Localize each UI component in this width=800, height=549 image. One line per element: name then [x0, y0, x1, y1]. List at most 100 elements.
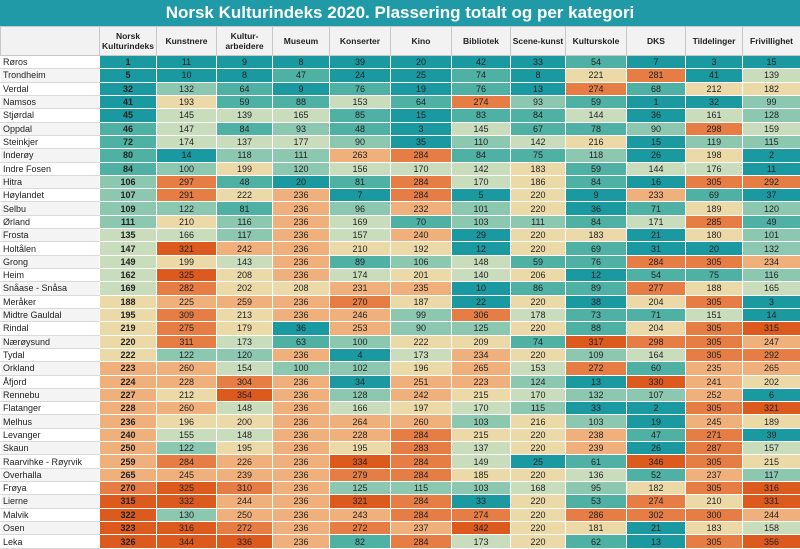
category-rank-cell: 220: [510, 347, 566, 363]
municipality-name: Røros: [0, 54, 100, 70]
category-rank-cell: 132: [565, 387, 627, 403]
category-rank-cell: 183: [510, 161, 566, 176]
category-rank-cell: 47: [272, 68, 330, 83]
category-rank-cell: 137: [216, 134, 273, 150]
category-rank-cell: 202: [216, 281, 273, 296]
category-rank-cell: 311: [156, 334, 217, 349]
category-rank-cell: 60: [626, 361, 686, 376]
category-rank-cell: 101: [742, 228, 800, 243]
category-rank-cell: 235: [390, 281, 452, 296]
category-rank-cell: 100: [156, 161, 217, 176]
municipality-name: Malvik: [0, 507, 100, 522]
table-row: Lierne 315 332 244 236 321 284 33 220 53 274 210 331: [0, 494, 800, 509]
category-rank-cell: 220: [510, 520, 566, 536]
category-rank-cell: 5: [451, 188, 511, 203]
category-rank-cell: 330: [626, 374, 686, 389]
category-rank-cell: 183: [685, 520, 743, 536]
category-rank-cell: 165: [272, 108, 330, 123]
category-rank-cell: 12: [565, 267, 627, 283]
category-rank-cell: 26: [626, 148, 686, 163]
category-rank-cell: 302: [626, 507, 686, 522]
category-rank-cell: 182: [626, 480, 686, 496]
category-rank-cell: 159: [742, 121, 800, 136]
category-rank-cell: 170: [390, 161, 452, 176]
category-rank-cell: 232: [390, 201, 452, 216]
category-rank-cell: 13: [626, 534, 686, 549]
category-rank-cell: 25: [510, 454, 566, 469]
category-rank-cell: 36: [565, 201, 627, 216]
column-header: Frivillighet: [742, 26, 800, 56]
category-rank-cell: 41: [685, 68, 743, 83]
category-rank-cell: 3: [685, 54, 743, 70]
category-rank-cell: 275: [156, 321, 217, 336]
category-rank-cell: 103: [451, 414, 511, 429]
category-rank-cell: 240: [390, 228, 452, 243]
category-rank-cell: 151: [685, 307, 743, 323]
column-header: Konserter: [329, 26, 391, 56]
category-rank-cell: 69: [565, 241, 627, 256]
category-rank-cell: 53: [565, 494, 627, 509]
category-rank-cell: 245: [156, 467, 217, 483]
category-rank-cell: 195: [216, 441, 273, 456]
category-rank-cell: 185: [451, 467, 511, 483]
category-rank-cell: 220: [510, 441, 566, 456]
total-rank-cell: 250: [99, 441, 157, 456]
municipality-name: Skaun: [0, 441, 100, 456]
category-rank-cell: 197: [390, 401, 452, 416]
municipality-name: Frosta: [0, 228, 100, 243]
category-rank-cell: 265: [742, 361, 800, 376]
category-rank-cell: 148: [451, 254, 511, 270]
category-rank-cell: 283: [390, 441, 452, 456]
category-rank-cell: 210: [685, 494, 743, 509]
table-row: Rennebu 227 212 354 236 128 242 215 170 132 107 252…: [0, 387, 800, 403]
category-rank-cell: 90: [390, 321, 452, 336]
category-rank-cell: 76: [329, 81, 391, 96]
category-rank-cell: 132: [742, 241, 800, 256]
category-rank-cell: 29: [451, 228, 511, 243]
category-rank-cell: 4: [329, 347, 391, 363]
category-rank-cell: 317: [565, 334, 627, 349]
column-header: Bibliotek: [451, 26, 511, 56]
category-rank-cell: 236: [272, 454, 330, 469]
category-rank-cell: 220: [510, 427, 566, 443]
category-rank-cell: 182: [742, 81, 800, 96]
category-rank-cell: 33: [510, 54, 566, 70]
category-rank-cell: 107: [626, 387, 686, 403]
category-rank-cell: 344: [156, 534, 217, 549]
category-rank-cell: 103: [565, 414, 627, 429]
category-rank-cell: 188: [685, 281, 743, 296]
table-row: Nærøysund 220 311 173 63 100 222 209 74 317 298 305…: [0, 334, 800, 349]
category-rank-cell: 155: [156, 427, 217, 443]
category-rank-cell: 284: [390, 467, 452, 483]
category-rank-cell: 70: [390, 214, 452, 230]
category-rank-cell: 223: [451, 374, 511, 389]
category-rank-cell: 71: [626, 307, 686, 323]
category-rank-cell: 204: [626, 294, 686, 309]
category-rank-cell: 246: [329, 307, 391, 323]
category-rank-cell: 231: [329, 281, 391, 296]
category-rank-cell: 284: [390, 454, 452, 469]
category-rank-cell: 101: [451, 201, 511, 216]
table-row: Namsos 41 193 59 88 153 64 274 93 59 1 32 99: [0, 94, 800, 110]
category-rank-cell: 252: [685, 387, 743, 403]
category-rank-cell: 291: [156, 188, 217, 203]
municipality-name: Holtålen: [0, 241, 100, 256]
total-rank-cell: 326: [99, 534, 157, 549]
category-rank-cell: 35: [390, 134, 452, 150]
category-rank-cell: 24: [329, 68, 391, 83]
category-rank-cell: 260: [390, 414, 452, 429]
category-rank-cell: 242: [390, 387, 452, 403]
category-rank-cell: 208: [272, 281, 330, 296]
category-rank-cell: 6: [742, 387, 800, 403]
category-rank-cell: 260: [156, 401, 217, 416]
category-rank-cell: 73: [565, 307, 627, 323]
category-rank-cell: 10: [156, 68, 217, 83]
category-rank-cell: 1: [626, 94, 686, 110]
category-rank-cell: 122: [156, 201, 217, 216]
category-rank-cell: 15: [626, 134, 686, 150]
category-rank-cell: 11: [156, 54, 217, 70]
category-rank-cell: 235: [685, 361, 743, 376]
total-rank-cell: 45: [99, 108, 157, 123]
category-rank-cell: 321: [329, 494, 391, 509]
total-rank-cell: 240: [99, 427, 157, 443]
